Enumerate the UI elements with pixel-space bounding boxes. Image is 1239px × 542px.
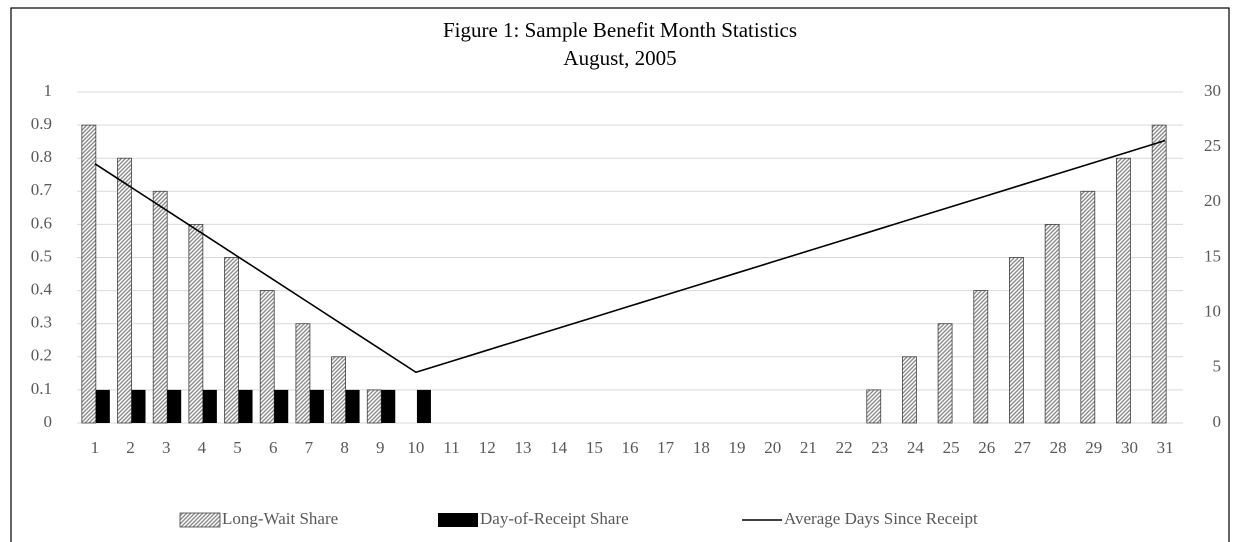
- y-tick-label: 0.8: [31, 147, 52, 166]
- x-tick-label: 22: [836, 438, 853, 457]
- x-tick-label: 6: [269, 438, 278, 457]
- bar: [973, 290, 989, 424]
- x-tick-label: 28: [1050, 438, 1067, 457]
- line-series: [94, 139, 1166, 374]
- bar: [331, 356, 346, 424]
- bar: [416, 389, 431, 423]
- x-tick-label: 23: [871, 438, 888, 457]
- x-tick-label: 17: [657, 438, 675, 457]
- x-tick-label: 30: [1121, 438, 1138, 457]
- bar: [1080, 190, 1096, 424]
- bar: [1044, 223, 1060, 424]
- x-tick-label: 19: [729, 438, 746, 457]
- x-tick-label: 2: [126, 438, 135, 457]
- x-tick-label: 8: [340, 438, 349, 457]
- y2-tick-label: 0: [1213, 412, 1222, 431]
- x-tick-label: 25: [943, 438, 960, 457]
- bar: [81, 124, 97, 424]
- x-tick-label: 31: [1157, 438, 1174, 457]
- bar: [167, 389, 182, 423]
- x-tick-label: 26: [978, 438, 995, 457]
- y-tick-label: 0.2: [31, 346, 52, 365]
- bar: [937, 323, 953, 424]
- y-tick-label: 0.6: [31, 213, 52, 232]
- bar: [295, 323, 311, 424]
- y-tick-label: 0.5: [31, 246, 52, 265]
- bar: [202, 389, 217, 423]
- x-tick-label: 14: [550, 438, 568, 457]
- chart-frame: [10, 7, 1230, 542]
- x-tick-label: 24: [907, 438, 925, 457]
- bar: [117, 157, 132, 424]
- x-tick-label: 9: [376, 438, 385, 457]
- bar: [1151, 124, 1167, 424]
- x-tick-label: 20: [764, 438, 781, 457]
- legend-label: Average Days Since Receipt: [784, 509, 978, 528]
- bar: [1116, 157, 1131, 424]
- x-tick-label: 13: [514, 438, 531, 457]
- x-tick-label: 7: [305, 438, 314, 457]
- bar: [366, 389, 382, 424]
- y-tick-label: 0: [44, 412, 53, 431]
- y-tick-label: 0.4: [31, 280, 53, 299]
- x-tick-label: 10: [407, 438, 424, 457]
- legend-swatch: [179, 512, 221, 528]
- x-tick-label: 27: [1014, 438, 1032, 457]
- y2-tick-label: 20: [1204, 191, 1221, 210]
- bar: [381, 389, 396, 423]
- x-tick-label: 1: [91, 438, 100, 457]
- legend-label: Long-Wait Share: [222, 509, 338, 528]
- x-tick-label: 5: [233, 438, 242, 457]
- y-tick-label: 0.3: [31, 313, 52, 332]
- y-tick-label: 0.9: [31, 114, 52, 133]
- y2-tick-label: 15: [1204, 246, 1221, 265]
- x-tick-label: 12: [479, 438, 496, 457]
- bar: [309, 389, 324, 423]
- y2-tick-label: 10: [1204, 302, 1221, 321]
- x-tick-label: 11: [443, 438, 459, 457]
- x-tick-label: 3: [162, 438, 171, 457]
- bar: [1009, 257, 1024, 424]
- bar: [152, 190, 168, 424]
- x-tick-label: 16: [622, 438, 639, 457]
- bar: [274, 389, 289, 423]
- bar: [902, 356, 917, 424]
- chart-title: Figure 1: Sample Benefit Month Statistic…: [443, 18, 797, 42]
- y-tick-label: 0.1: [31, 379, 52, 398]
- x-tick-label: 15: [586, 438, 603, 457]
- x-tick-label: 29: [1085, 438, 1102, 457]
- bar: [238, 389, 253, 423]
- y2-tick-label: 25: [1204, 136, 1221, 155]
- bar: [259, 290, 275, 424]
- x-tick-label: 18: [693, 438, 710, 457]
- y-tick-label: 0.7: [31, 180, 53, 199]
- bar: [188, 223, 204, 424]
- y2-tick-label: 5: [1213, 357, 1222, 376]
- legend-label: Day-of-Receipt Share: [480, 509, 629, 528]
- bar: [95, 389, 110, 423]
- bar: [345, 389, 360, 423]
- chart-subtitle: August, 2005: [563, 46, 676, 70]
- bar: [131, 389, 146, 423]
- y-tick-label: 1: [44, 81, 53, 100]
- y2-tick-label: 30: [1204, 81, 1221, 100]
- x-tick-label: 21: [800, 438, 817, 457]
- bar: [224, 257, 239, 424]
- bar: [866, 389, 882, 424]
- x-tick-label: 4: [198, 438, 207, 457]
- legend-swatch: [438, 513, 478, 527]
